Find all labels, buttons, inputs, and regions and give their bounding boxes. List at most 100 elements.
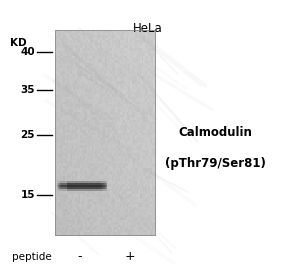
Bar — [125, 150, 127, 153]
Bar — [108, 209, 110, 213]
Bar — [118, 53, 121, 56]
Bar — [127, 66, 129, 69]
Bar — [63, 43, 65, 46]
Bar — [80, 145, 82, 148]
Bar — [145, 220, 147, 223]
Bar — [92, 79, 94, 82]
Bar — [105, 187, 106, 189]
Bar — [65, 199, 67, 202]
Bar — [125, 191, 127, 195]
Bar — [150, 30, 152, 33]
Bar — [127, 150, 129, 153]
Bar — [67, 179, 69, 182]
Bar — [68, 186, 70, 189]
Bar — [93, 89, 95, 92]
Bar — [60, 184, 62, 187]
Bar — [67, 66, 69, 69]
Bar — [140, 197, 142, 200]
Bar — [88, 140, 91, 143]
Bar — [117, 176, 119, 179]
Bar — [78, 110, 80, 112]
Bar — [62, 138, 64, 141]
Bar — [93, 143, 95, 146]
Bar — [102, 202, 104, 205]
Bar — [127, 56, 129, 59]
Bar — [87, 181, 88, 183]
Bar — [85, 92, 87, 95]
Bar — [87, 153, 89, 156]
Bar — [118, 66, 121, 69]
Bar — [63, 50, 65, 54]
Bar — [100, 133, 102, 135]
Bar — [92, 92, 94, 95]
Bar — [125, 94, 127, 97]
Bar — [135, 133, 137, 135]
Bar — [138, 140, 140, 143]
Bar — [77, 133, 79, 135]
Bar — [90, 117, 92, 120]
Bar — [90, 140, 92, 143]
Bar — [77, 191, 79, 195]
Bar — [58, 191, 61, 195]
Bar — [113, 79, 115, 82]
Bar — [70, 202, 72, 205]
Bar — [130, 86, 132, 89]
Bar — [98, 48, 100, 51]
Bar — [98, 76, 100, 79]
Bar — [83, 143, 85, 146]
Bar — [75, 185, 76, 187]
Bar — [68, 94, 70, 97]
Bar — [132, 112, 134, 115]
Bar — [95, 181, 97, 184]
Bar — [117, 194, 119, 197]
Bar — [90, 181, 91, 183]
Bar — [118, 68, 121, 72]
Bar — [105, 120, 107, 123]
Bar — [147, 117, 149, 120]
Bar — [153, 45, 155, 48]
Bar — [118, 58, 121, 61]
Bar — [112, 143, 114, 146]
Bar — [103, 112, 106, 115]
Bar — [147, 66, 149, 69]
Bar — [133, 130, 136, 133]
Bar — [132, 166, 134, 169]
Bar — [153, 92, 155, 95]
Bar — [91, 181, 92, 183]
Bar — [100, 112, 102, 115]
Bar — [65, 63, 67, 66]
Bar — [112, 50, 114, 54]
Bar — [80, 194, 82, 197]
Bar — [67, 135, 69, 138]
Bar — [122, 212, 124, 215]
Bar — [102, 189, 103, 191]
Bar — [127, 110, 129, 112]
Bar — [148, 50, 151, 54]
Bar — [117, 207, 119, 210]
Text: KD: KD — [10, 38, 27, 48]
Bar — [113, 94, 115, 97]
Bar — [148, 176, 151, 179]
Bar — [78, 207, 80, 210]
Bar — [57, 110, 59, 112]
Bar — [67, 189, 68, 191]
Bar — [100, 158, 102, 161]
Bar — [72, 50, 74, 54]
Bar — [65, 145, 67, 148]
Bar — [66, 189, 67, 191]
Bar — [83, 214, 85, 218]
Bar — [143, 74, 145, 77]
Bar — [137, 74, 139, 77]
Bar — [140, 125, 142, 128]
Bar — [138, 107, 140, 110]
Bar — [68, 32, 70, 36]
Bar — [71, 181, 72, 183]
Bar — [78, 209, 80, 213]
Bar — [57, 68, 59, 72]
Bar — [142, 71, 144, 74]
Bar — [143, 155, 145, 159]
Bar — [118, 140, 121, 143]
Bar — [104, 185, 105, 187]
Bar — [75, 107, 77, 110]
Bar — [112, 71, 114, 74]
